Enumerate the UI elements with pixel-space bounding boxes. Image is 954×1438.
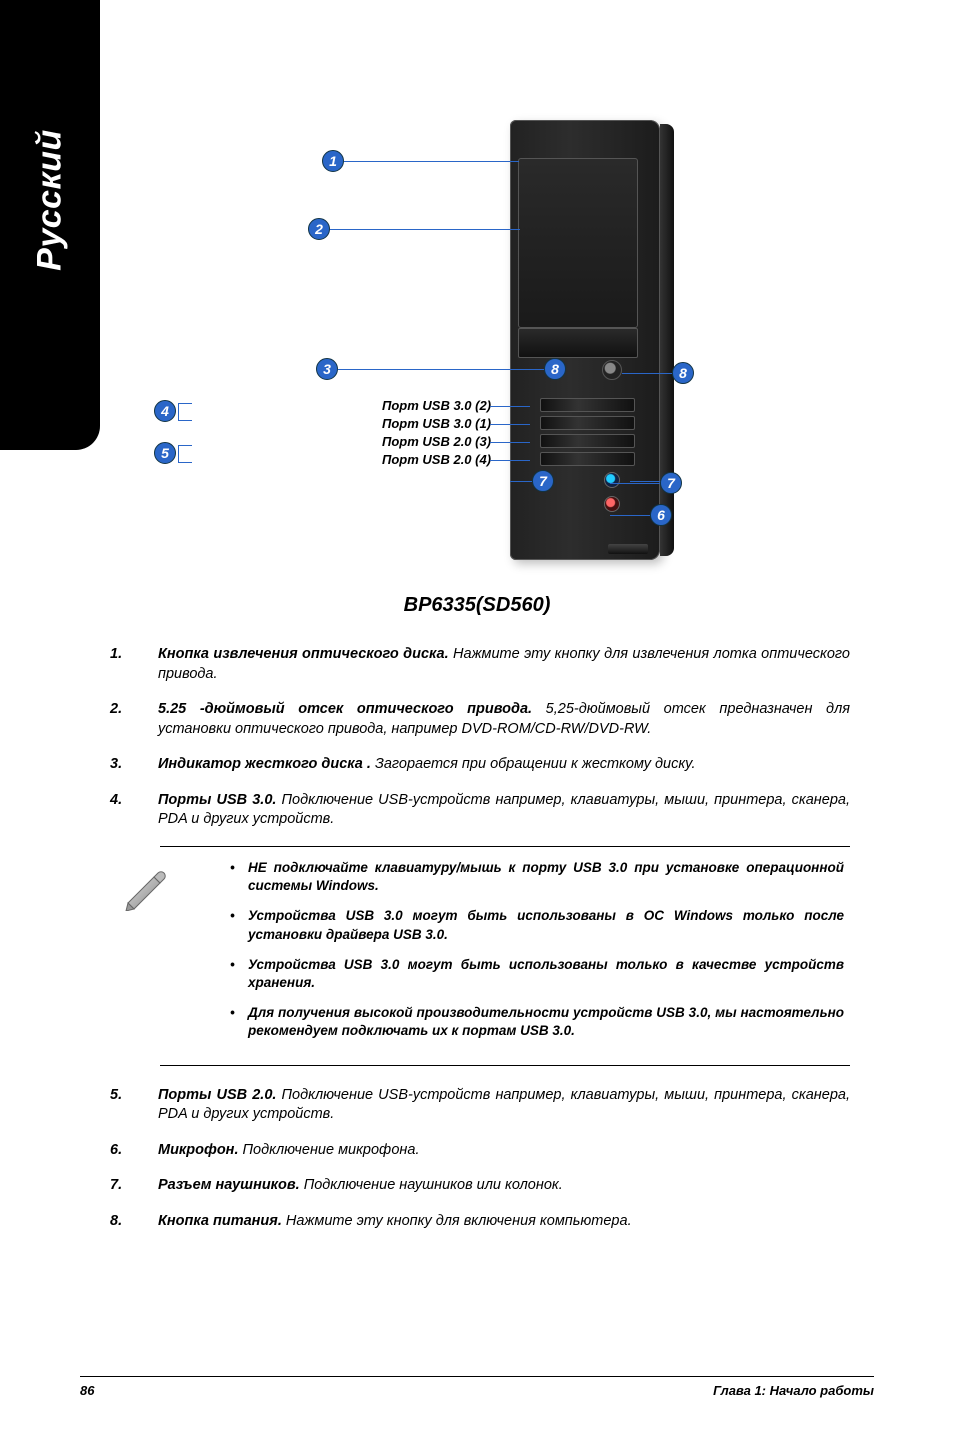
list-item: 2.5.25 -дюймовый отсек оптического приво…: [110, 700, 850, 739]
optical-bay: [518, 158, 638, 328]
usb-slot-3: [540, 434, 635, 448]
lead-p2: [490, 424, 530, 425]
callout-3: 3: [316, 358, 338, 380]
bracket-4: [178, 403, 192, 421]
note-item: Устройства USB 3.0 могут быть использова…: [230, 956, 844, 992]
label-usb20-3: Порт USB 2.0 (3): [382, 434, 491, 449]
lead-p4: [490, 460, 530, 461]
drive-front: [518, 328, 638, 358]
note-item: Устройства USB 3.0 могут быть использова…: [230, 907, 844, 943]
usb-slot-2: [540, 416, 635, 430]
usb-slot-4: [540, 452, 635, 466]
page-number: 86: [80, 1383, 94, 1398]
list-item: 1.Кнопка извлечения оптического диска. Н…: [110, 645, 850, 684]
pencil-icon: [120, 861, 170, 911]
usb-slot-1: [540, 398, 635, 412]
lead-2: [330, 229, 520, 230]
list-item: 6.Микрофон. Подключение микрофона.: [110, 1141, 850, 1161]
list-item: 3.Индикатор жесткого диска . Загорается …: [110, 755, 850, 775]
page-footer: 86 Глава 1: Начало работы: [80, 1376, 874, 1398]
lead-6line: [610, 515, 650, 516]
headphone-jack: [604, 472, 620, 488]
lead-7line: [610, 483, 660, 484]
mic-jack: [604, 496, 620, 512]
callout-5: 5: [154, 442, 176, 464]
label-usb30-2: Порт USB 3.0 (2): [382, 398, 491, 413]
model-caption: BP6335(SD560): [0, 594, 954, 617]
note-item: НЕ подключайте клавиатуру/мышь к порту U…: [230, 859, 844, 895]
pc-tower-illustration: [510, 120, 660, 560]
callout-7-r: 7: [660, 472, 682, 494]
list-item: 4.Порты USB 3.0. Подключение USB-устройс…: [110, 791, 850, 830]
lead-p3: [490, 442, 530, 443]
lead-8r: [622, 373, 672, 374]
list-item: 7.Разъем наушников. Подключение наушнико…: [110, 1176, 850, 1196]
callout-7: 7: [532, 470, 554, 492]
chapter-label: Глава 1: Начало работы: [713, 1383, 874, 1398]
callout-1: 1: [322, 150, 344, 172]
callout-8: 8: [544, 358, 566, 380]
lead-p1: [490, 406, 530, 407]
description-list: 1.Кнопка извлечения оптического диска. Н…: [110, 645, 850, 1248]
callout-4: 4: [154, 400, 176, 422]
language-tab: Русский: [0, 0, 100, 450]
callout-6-r: 6: [650, 504, 672, 526]
page: Русский 1 2 3 4 5 8: [0, 0, 954, 1438]
list-item: 5.Порты USB 2.0. Подключение USB-устройс…: [110, 1086, 850, 1125]
callout-8-r: 8: [672, 362, 694, 384]
label-usb20-4: Порт USB 2.0 (4): [382, 452, 491, 467]
note-item: Для получения высокой производительности…: [230, 1004, 844, 1040]
callout-2: 2: [308, 218, 330, 240]
lead-8: [510, 369, 544, 370]
lead-7: [510, 481, 532, 482]
lead-1: [344, 161, 519, 162]
power-button: [602, 360, 622, 380]
label-usb30-1: Порт USB 3.0 (1): [382, 416, 491, 431]
note-block: НЕ подключайте клавиатуру/мышь к порту U…: [160, 846, 850, 1066]
tower-foot: [608, 544, 648, 554]
list-item: 8.Кнопка питания. Нажмите эту кнопку для…: [110, 1212, 850, 1232]
bracket-5: [178, 445, 192, 463]
language-label: Русский: [31, 129, 70, 271]
diagram: 1 2 3 4 5 8 7: [140, 120, 860, 620]
